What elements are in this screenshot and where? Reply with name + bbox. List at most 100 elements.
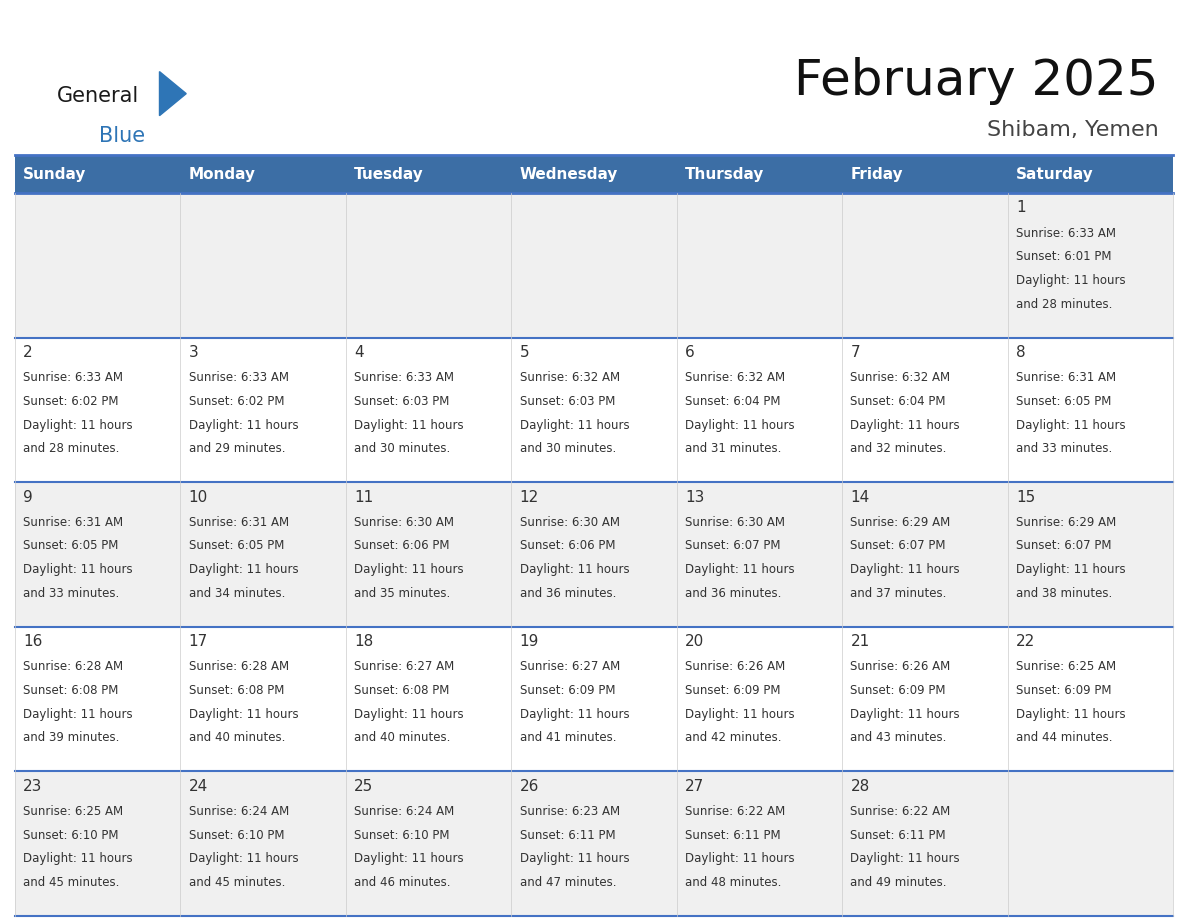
Text: Daylight: 11 hours: Daylight: 11 hours bbox=[519, 419, 630, 431]
Text: Daylight: 11 hours: Daylight: 11 hours bbox=[354, 419, 463, 431]
Text: Sunset: 6:09 PM: Sunset: 6:09 PM bbox=[1016, 684, 1112, 697]
Text: Tuesday: Tuesday bbox=[354, 166, 424, 182]
Text: Sunrise: 6:32 AM: Sunrise: 6:32 AM bbox=[685, 371, 785, 385]
Text: 6: 6 bbox=[685, 345, 695, 360]
Text: Saturday: Saturday bbox=[1016, 166, 1094, 182]
Text: 18: 18 bbox=[354, 634, 373, 649]
Text: Sunrise: 6:32 AM: Sunrise: 6:32 AM bbox=[851, 371, 950, 385]
Text: and 31 minutes.: and 31 minutes. bbox=[685, 442, 782, 455]
Text: 24: 24 bbox=[189, 778, 208, 794]
Text: Sunrise: 6:28 AM: Sunrise: 6:28 AM bbox=[189, 660, 289, 674]
Text: Sunset: 6:05 PM: Sunset: 6:05 PM bbox=[1016, 395, 1111, 408]
Text: Daylight: 11 hours: Daylight: 11 hours bbox=[24, 563, 133, 577]
Text: 26: 26 bbox=[519, 778, 539, 794]
Text: Daylight: 11 hours: Daylight: 11 hours bbox=[685, 419, 795, 431]
Text: 14: 14 bbox=[851, 489, 870, 505]
Text: Daylight: 11 hours: Daylight: 11 hours bbox=[519, 708, 630, 721]
Text: and 33 minutes.: and 33 minutes. bbox=[1016, 442, 1112, 455]
Text: Sunrise: 6:26 AM: Sunrise: 6:26 AM bbox=[851, 660, 950, 674]
Text: Daylight: 11 hours: Daylight: 11 hours bbox=[851, 419, 960, 431]
Text: Sunset: 6:07 PM: Sunset: 6:07 PM bbox=[685, 540, 781, 553]
Text: Daylight: 11 hours: Daylight: 11 hours bbox=[851, 563, 960, 577]
Text: Daylight: 11 hours: Daylight: 11 hours bbox=[24, 419, 133, 431]
Text: Sunset: 6:05 PM: Sunset: 6:05 PM bbox=[24, 540, 119, 553]
Text: and 49 minutes.: and 49 minutes. bbox=[851, 876, 947, 889]
Text: Sunset: 6:07 PM: Sunset: 6:07 PM bbox=[851, 540, 946, 553]
Text: 8: 8 bbox=[1016, 345, 1025, 360]
Text: 3: 3 bbox=[189, 345, 198, 360]
Text: Daylight: 11 hours: Daylight: 11 hours bbox=[354, 708, 463, 721]
Text: and 36 minutes.: and 36 minutes. bbox=[685, 587, 782, 599]
Text: 23: 23 bbox=[24, 778, 43, 794]
Text: General: General bbox=[57, 86, 139, 106]
Text: Sunset: 6:11 PM: Sunset: 6:11 PM bbox=[685, 829, 781, 842]
Text: and 44 minutes.: and 44 minutes. bbox=[1016, 732, 1112, 744]
Text: Sunrise: 6:33 AM: Sunrise: 6:33 AM bbox=[354, 371, 454, 385]
Text: Friday: Friday bbox=[851, 166, 903, 182]
Text: Daylight: 11 hours: Daylight: 11 hours bbox=[685, 708, 795, 721]
Text: Sunset: 6:08 PM: Sunset: 6:08 PM bbox=[24, 684, 119, 697]
Text: Sunday: Sunday bbox=[24, 166, 87, 182]
Text: Sunrise: 6:28 AM: Sunrise: 6:28 AM bbox=[24, 660, 124, 674]
Text: 5: 5 bbox=[519, 345, 529, 360]
Text: and 45 minutes.: and 45 minutes. bbox=[24, 876, 120, 889]
Text: 1: 1 bbox=[1016, 200, 1025, 216]
Text: Sunrise: 6:33 AM: Sunrise: 6:33 AM bbox=[24, 371, 124, 385]
Text: Daylight: 11 hours: Daylight: 11 hours bbox=[189, 563, 298, 577]
Text: Daylight: 11 hours: Daylight: 11 hours bbox=[851, 852, 960, 866]
Text: Daylight: 11 hours: Daylight: 11 hours bbox=[851, 708, 960, 721]
Text: 21: 21 bbox=[851, 634, 870, 649]
Text: Sunset: 6:09 PM: Sunset: 6:09 PM bbox=[851, 684, 946, 697]
Text: 25: 25 bbox=[354, 778, 373, 794]
Text: February 2025: February 2025 bbox=[794, 57, 1158, 105]
Text: Sunset: 6:11 PM: Sunset: 6:11 PM bbox=[851, 829, 946, 842]
Text: Sunrise: 6:30 AM: Sunrise: 6:30 AM bbox=[685, 516, 785, 529]
Text: Sunset: 6:04 PM: Sunset: 6:04 PM bbox=[685, 395, 781, 408]
Text: and 34 minutes.: and 34 minutes. bbox=[189, 587, 285, 599]
Text: and 40 minutes.: and 40 minutes. bbox=[354, 732, 450, 744]
Text: 11: 11 bbox=[354, 489, 373, 505]
Text: Sunrise: 6:26 AM: Sunrise: 6:26 AM bbox=[685, 660, 785, 674]
Text: Sunrise: 6:29 AM: Sunrise: 6:29 AM bbox=[851, 516, 950, 529]
Text: Sunrise: 6:24 AM: Sunrise: 6:24 AM bbox=[354, 805, 455, 818]
Text: Sunrise: 6:25 AM: Sunrise: 6:25 AM bbox=[1016, 660, 1116, 674]
Text: 7: 7 bbox=[851, 345, 860, 360]
Text: and 36 minutes.: and 36 minutes. bbox=[519, 587, 615, 599]
Text: Daylight: 11 hours: Daylight: 11 hours bbox=[189, 708, 298, 721]
Text: Daylight: 11 hours: Daylight: 11 hours bbox=[354, 563, 463, 577]
Text: 16: 16 bbox=[24, 634, 43, 649]
Text: 19: 19 bbox=[519, 634, 539, 649]
Text: Sunset: 6:10 PM: Sunset: 6:10 PM bbox=[189, 829, 284, 842]
Text: Sunrise: 6:30 AM: Sunrise: 6:30 AM bbox=[519, 516, 620, 529]
Text: Sunset: 6:10 PM: Sunset: 6:10 PM bbox=[354, 829, 450, 842]
Text: Sunset: 6:04 PM: Sunset: 6:04 PM bbox=[851, 395, 946, 408]
Text: and 43 minutes.: and 43 minutes. bbox=[851, 732, 947, 744]
Text: Daylight: 11 hours: Daylight: 11 hours bbox=[354, 852, 463, 866]
Text: 2: 2 bbox=[24, 345, 33, 360]
Text: 9: 9 bbox=[24, 489, 33, 505]
Text: Daylight: 11 hours: Daylight: 11 hours bbox=[519, 852, 630, 866]
Text: Sunrise: 6:27 AM: Sunrise: 6:27 AM bbox=[519, 660, 620, 674]
Text: and 39 minutes.: and 39 minutes. bbox=[24, 732, 120, 744]
Text: and 46 minutes.: and 46 minutes. bbox=[354, 876, 450, 889]
Text: Sunrise: 6:24 AM: Sunrise: 6:24 AM bbox=[189, 805, 289, 818]
Text: Sunrise: 6:27 AM: Sunrise: 6:27 AM bbox=[354, 660, 455, 674]
Text: 27: 27 bbox=[685, 778, 704, 794]
Text: Sunset: 6:07 PM: Sunset: 6:07 PM bbox=[1016, 540, 1112, 553]
Text: 17: 17 bbox=[189, 634, 208, 649]
Text: 15: 15 bbox=[1016, 489, 1035, 505]
Text: 22: 22 bbox=[1016, 634, 1035, 649]
Text: Sunset: 6:05 PM: Sunset: 6:05 PM bbox=[189, 540, 284, 553]
Text: Sunrise: 6:31 AM: Sunrise: 6:31 AM bbox=[189, 516, 289, 529]
Text: and 37 minutes.: and 37 minutes. bbox=[851, 587, 947, 599]
Text: and 42 minutes.: and 42 minutes. bbox=[685, 732, 782, 744]
Text: Sunset: 6:02 PM: Sunset: 6:02 PM bbox=[24, 395, 119, 408]
Text: Sunset: 6:03 PM: Sunset: 6:03 PM bbox=[354, 395, 449, 408]
Text: Daylight: 11 hours: Daylight: 11 hours bbox=[24, 708, 133, 721]
Text: Daylight: 11 hours: Daylight: 11 hours bbox=[519, 563, 630, 577]
Text: and 28 minutes.: and 28 minutes. bbox=[24, 442, 120, 455]
Text: and 35 minutes.: and 35 minutes. bbox=[354, 587, 450, 599]
Text: Sunrise: 6:33 AM: Sunrise: 6:33 AM bbox=[1016, 227, 1116, 240]
Text: 12: 12 bbox=[519, 489, 539, 505]
Text: Monday: Monday bbox=[189, 166, 255, 182]
